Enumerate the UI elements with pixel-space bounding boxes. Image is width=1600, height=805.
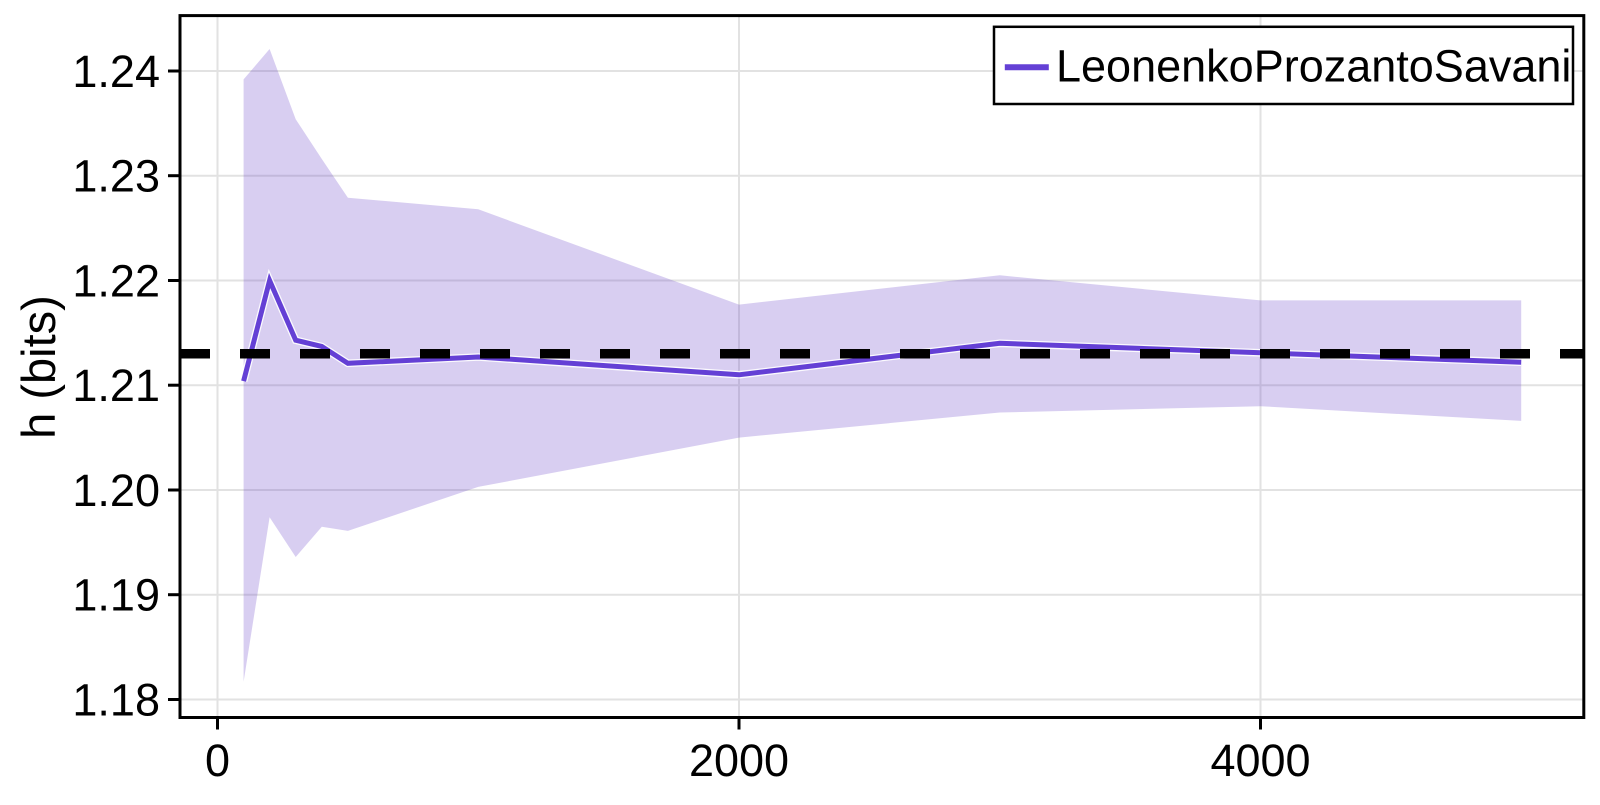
svg-text:LeonenkoProzantoSavani: LeonenkoProzantoSavani bbox=[1056, 40, 1571, 91]
svg-text:1.20: 1.20 bbox=[72, 465, 160, 516]
svg-text:2000: 2000 bbox=[689, 735, 789, 786]
svg-text:1.23: 1.23 bbox=[72, 151, 160, 202]
svg-text:h (bits): h (bits) bbox=[12, 295, 65, 439]
svg-text:1.22: 1.22 bbox=[72, 256, 160, 307]
svg-text:1.19: 1.19 bbox=[72, 570, 160, 621]
svg-text:1.18: 1.18 bbox=[72, 675, 160, 726]
svg-text:1.24: 1.24 bbox=[72, 46, 160, 97]
svg-text:4000: 4000 bbox=[1210, 735, 1310, 786]
svg-text:0: 0 bbox=[205, 735, 230, 786]
svg-text:1.21: 1.21 bbox=[72, 360, 160, 411]
